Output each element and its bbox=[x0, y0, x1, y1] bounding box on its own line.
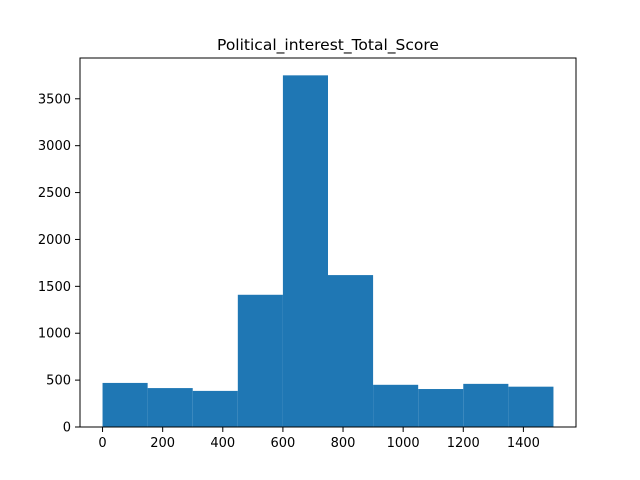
plot-frame bbox=[79, 57, 577, 428]
x-tick-label: 400 bbox=[210, 436, 235, 451]
x-tick-label: 600 bbox=[270, 436, 295, 451]
histogram-bar bbox=[328, 275, 374, 427]
y-tick-label: 0 bbox=[63, 421, 71, 436]
x-axis: 0 200 400 600 800 1000 1200 1400 bbox=[98, 427, 540, 451]
histogram-bar bbox=[192, 390, 238, 427]
histogram-bar bbox=[237, 294, 283, 427]
bars-group bbox=[102, 75, 554, 428]
x-tick-label: 1400 bbox=[507, 436, 540, 451]
histogram-bar bbox=[282, 75, 328, 428]
histogram-bar bbox=[147, 388, 193, 427]
y-tick-label: 1000 bbox=[38, 327, 71, 342]
x-tick-label: 1200 bbox=[447, 436, 480, 451]
x-tick-label: 800 bbox=[331, 436, 356, 451]
histogram-bar bbox=[463, 383, 509, 427]
chart-title: Political_interest_Total_Score bbox=[217, 36, 439, 55]
histogram-bar bbox=[102, 382, 148, 427]
histogram-bar bbox=[418, 389, 464, 427]
y-tick-label: 2000 bbox=[38, 233, 71, 248]
x-tick-label: 200 bbox=[150, 436, 175, 451]
y-tick-label: 3500 bbox=[38, 92, 71, 107]
x-tick-label: 0 bbox=[98, 436, 106, 451]
y-tick-label: 3000 bbox=[38, 139, 71, 154]
y-tick-label: 1500 bbox=[38, 280, 71, 295]
histogram-bar bbox=[508, 386, 554, 427]
y-tick-label: 500 bbox=[46, 374, 71, 389]
y-tick-label: 2500 bbox=[38, 186, 71, 201]
histogram-bar bbox=[373, 384, 419, 427]
x-tick-label: 1000 bbox=[387, 436, 420, 451]
y-axis: 0 500 1000 1500 2000 2500 3000 3500 bbox=[38, 92, 80, 436]
